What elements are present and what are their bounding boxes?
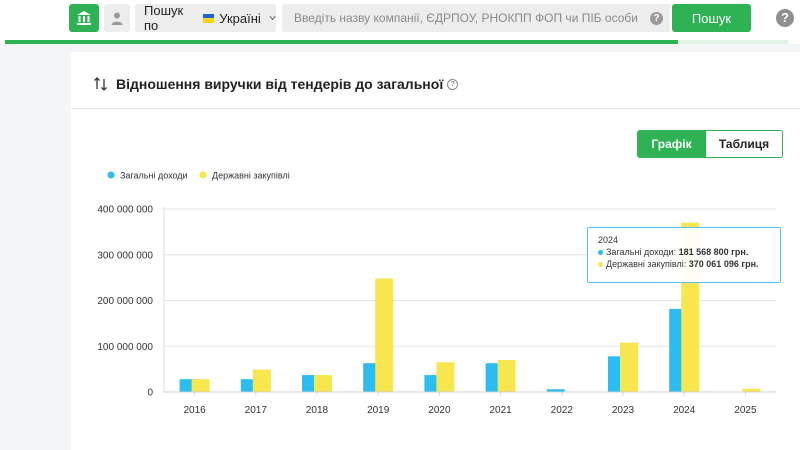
tooltip-total-value: 181 568 800 грн. [678,247,749,257]
country-select[interactable]: Пошук по Україні [135,3,276,33]
search-button[interactable]: Пошук [672,4,751,32]
bar-2017-tender [252,369,271,392]
loading-progress-fill [5,40,679,44]
country-select-prefix: Пошук по [144,3,184,33]
search-input[interactable] [282,4,670,32]
legend-label-1: Державні закупівлі [212,171,290,181]
tooltip-tender-row: Державні закупівлі: 370 061 096 грн. [598,258,770,270]
search-companies-button[interactable] [69,4,99,32]
tooltip-total-row: Загальні доходи: 181 568 800 грн. [598,246,770,258]
tooltip-total-label: Загальні доходи: [606,247,677,257]
y-tick-label-1: 100 000 000 [97,342,153,353]
search-persons-button[interactable] [104,4,130,32]
y-tick-label-3: 300 000 000 [97,250,153,261]
legend-dot-icon-1 [199,171,207,179]
x-tick-label-2019: 2019 [367,405,390,416]
country-select-value: Україні [219,10,261,26]
search-help-icon[interactable]: ? [650,12,663,25]
loading-progress-bar [5,40,788,44]
bar-2023-tender [620,342,638,392]
x-tick-label-2022: 2022 [551,405,574,416]
card-divider [71,108,800,109]
bar-2018-tender [314,375,332,392]
bar-2022-total [546,389,565,392]
chart-view-button[interactable]: Графік [637,130,706,158]
table-view-button[interactable]: Таблиця [706,130,783,158]
tooltip-tender-label: Державні закупівлі: [606,259,687,269]
x-tick-label-2018: 2018 [306,405,329,416]
info-icon[interactable]: ? [447,78,459,90]
bar-2025-tender [742,388,761,392]
x-tick-label-2023: 2023 [612,405,635,416]
view-toggle: Графік Таблиця [637,130,783,158]
person-icon [111,12,123,25]
x-tick-label-2024: 2024 [673,405,696,416]
bar-2019-tender [375,278,394,392]
top-search-bar: Пошук по Україні ? Пошук ? [0,0,800,44]
chevron-down-icon [269,15,276,21]
ukraine-flag-icon [202,13,215,23]
legend-dot-icon-0 [107,171,115,179]
card-header: Відношення виручки від тендерів до загал… [93,74,459,94]
x-tick-label-2025: 2025 [734,405,757,416]
sort-arrows-icon [94,77,107,91]
total-dot-icon [598,250,603,256]
bar-2016-tender [191,379,210,392]
bar-2021-tender [497,359,516,392]
bar-2020-tender [436,362,455,392]
x-tick-label-2020: 2020 [428,405,451,416]
bank-building-icon [77,11,91,25]
legend-label-0: Загальні доходи [120,171,188,181]
tooltip-tender-value: 370 061 096 грн. [688,259,759,269]
card-title: Відношення виручки від тендерів до загал… [116,76,444,92]
y-tick-label-4: 400 000 000 [97,205,153,216]
x-tick-label-2017: 2017 [245,405,268,416]
tender-dot-icon [598,262,603,268]
y-tick-label-2: 200 000 000 [97,296,153,307]
revenue-ratio-card: Відношення виручки від тендерів до загал… [71,52,800,450]
help-icon[interactable]: ? [776,9,794,27]
x-tick-label-2016: 2016 [183,405,206,416]
y-tick-label-0: 0 [147,388,153,399]
x-tick-label-2021: 2021 [489,405,512,416]
chart-tooltip: 2024 Загальні доходи: 181 568 800 грн. Д… [587,227,781,283]
tooltip-year: 2024 [598,235,619,245]
